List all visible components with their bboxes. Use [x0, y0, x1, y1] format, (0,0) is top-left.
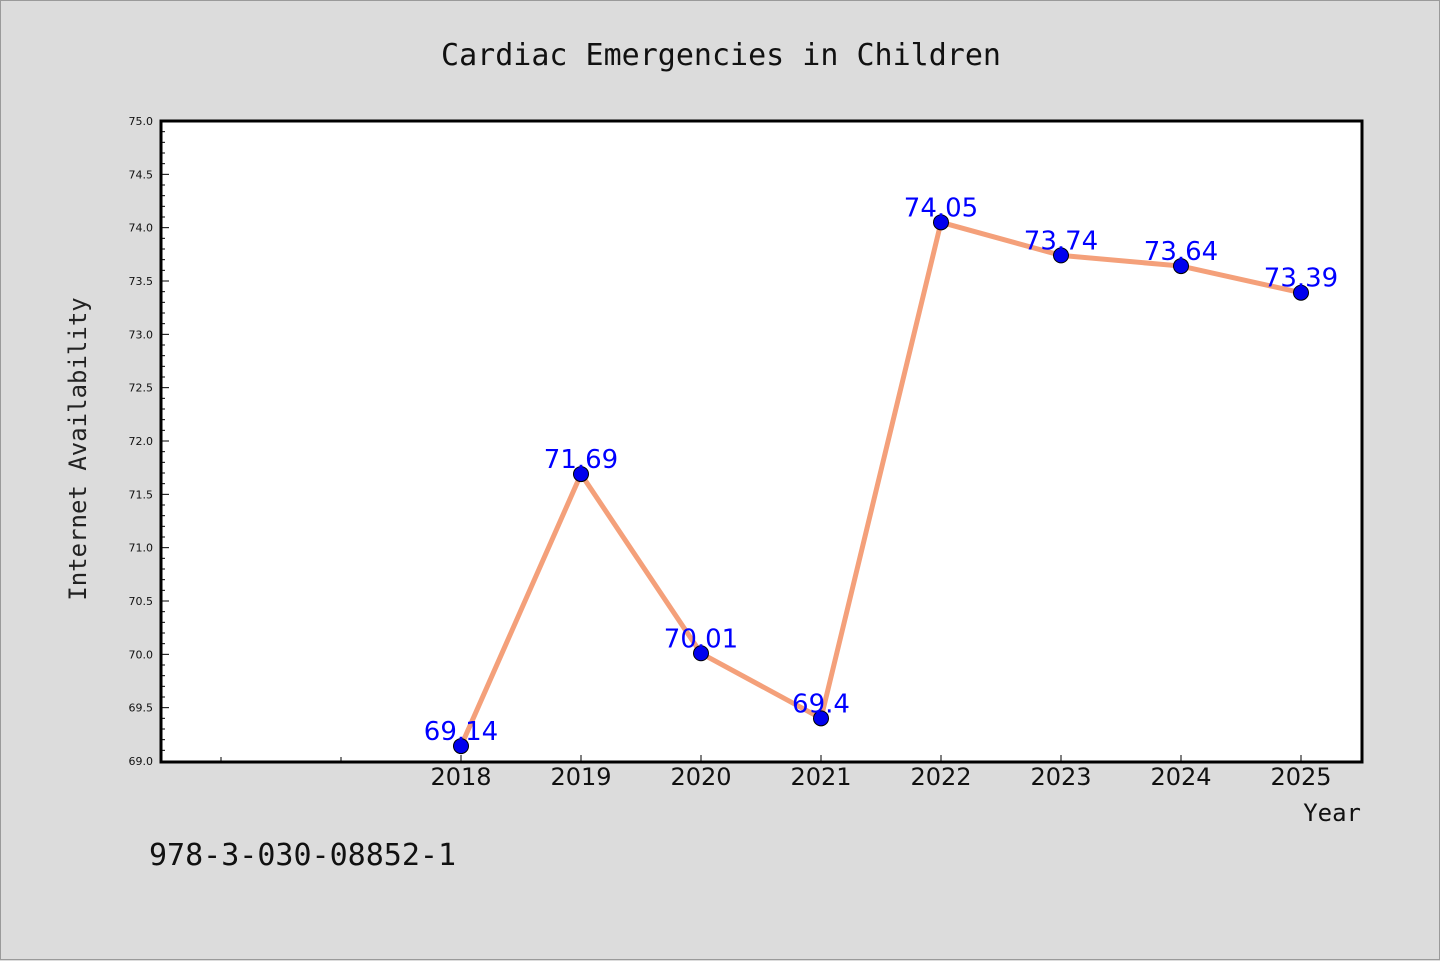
y-axis: 69.0 69.5 70.0 70.5 71.0 71.5 72.0 72.5 73.0 73.5…	[129, 115, 169, 768]
data-point	[1173, 258, 1189, 275]
data-point	[1293, 284, 1309, 301]
y-tick-label: 69.0	[129, 755, 154, 768]
data-point	[453, 738, 469, 755]
x-axis-label: Year	[1303, 799, 1361, 827]
data-labels: 69.14 71.69 70.01 69.4 74.05 73.74 73.64 73.39	[424, 193, 1338, 747]
y-tick-label: 70.0	[129, 648, 154, 661]
y-tick-label: 75.0	[129, 115, 154, 128]
y-tick-label: 74.0	[129, 222, 154, 235]
x-tick-label: 2022	[910, 763, 971, 791]
x-tick-label: 2020	[670, 763, 731, 791]
y-tick-label: 72.0	[129, 435, 154, 448]
y-tick-label: 69.5	[129, 702, 154, 715]
data-point	[573, 466, 589, 483]
data-label: 74.05	[904, 193, 978, 223]
x-tick-label: 2019	[550, 763, 611, 791]
y-tick-label: 74.5	[129, 168, 154, 181]
y-tick-label: 72.5	[129, 382, 154, 395]
series-line	[458, 219, 1302, 748]
y-tick-label: 71.5	[129, 488, 154, 501]
data-point	[1053, 247, 1069, 264]
data-label: 73.74	[1024, 226, 1098, 256]
x-axis: 2018 2019 2020 2021 2022 2023 2024 2025	[220, 755, 1332, 791]
x-tick-label: 2025	[1270, 763, 1331, 791]
y-tick-label: 73.0	[129, 328, 154, 341]
x-tick-label: 2018	[430, 763, 491, 791]
data-point	[693, 645, 709, 662]
plot-area	[159, 119, 1364, 764]
y-tick-label: 70.5	[129, 595, 154, 608]
data-label: 70.01	[664, 624, 738, 654]
x-tick-label: 2023	[1030, 763, 1091, 791]
chart-title: Cardiac Emergencies in Children	[441, 38, 1001, 73]
y-tick-label: 71.0	[129, 542, 154, 555]
data-label: 69.14	[424, 717, 498, 747]
data-point	[933, 214, 949, 231]
data-label: 69.4	[792, 689, 850, 719]
data-label: 73.39	[1264, 264, 1338, 294]
x-tick-label: 2021	[790, 763, 851, 791]
data-label: 71.69	[544, 445, 618, 475]
data-point	[813, 710, 829, 727]
series-markers	[453, 214, 1309, 755]
y-axis-label: Internet Availability	[64, 297, 92, 600]
y-tick-label: 73.5	[129, 275, 154, 288]
x-tick-label: 2024	[1150, 763, 1211, 791]
isbn-text: 978-3-030-08852-1	[149, 838, 456, 873]
data-label: 73.64	[1144, 237, 1218, 267]
